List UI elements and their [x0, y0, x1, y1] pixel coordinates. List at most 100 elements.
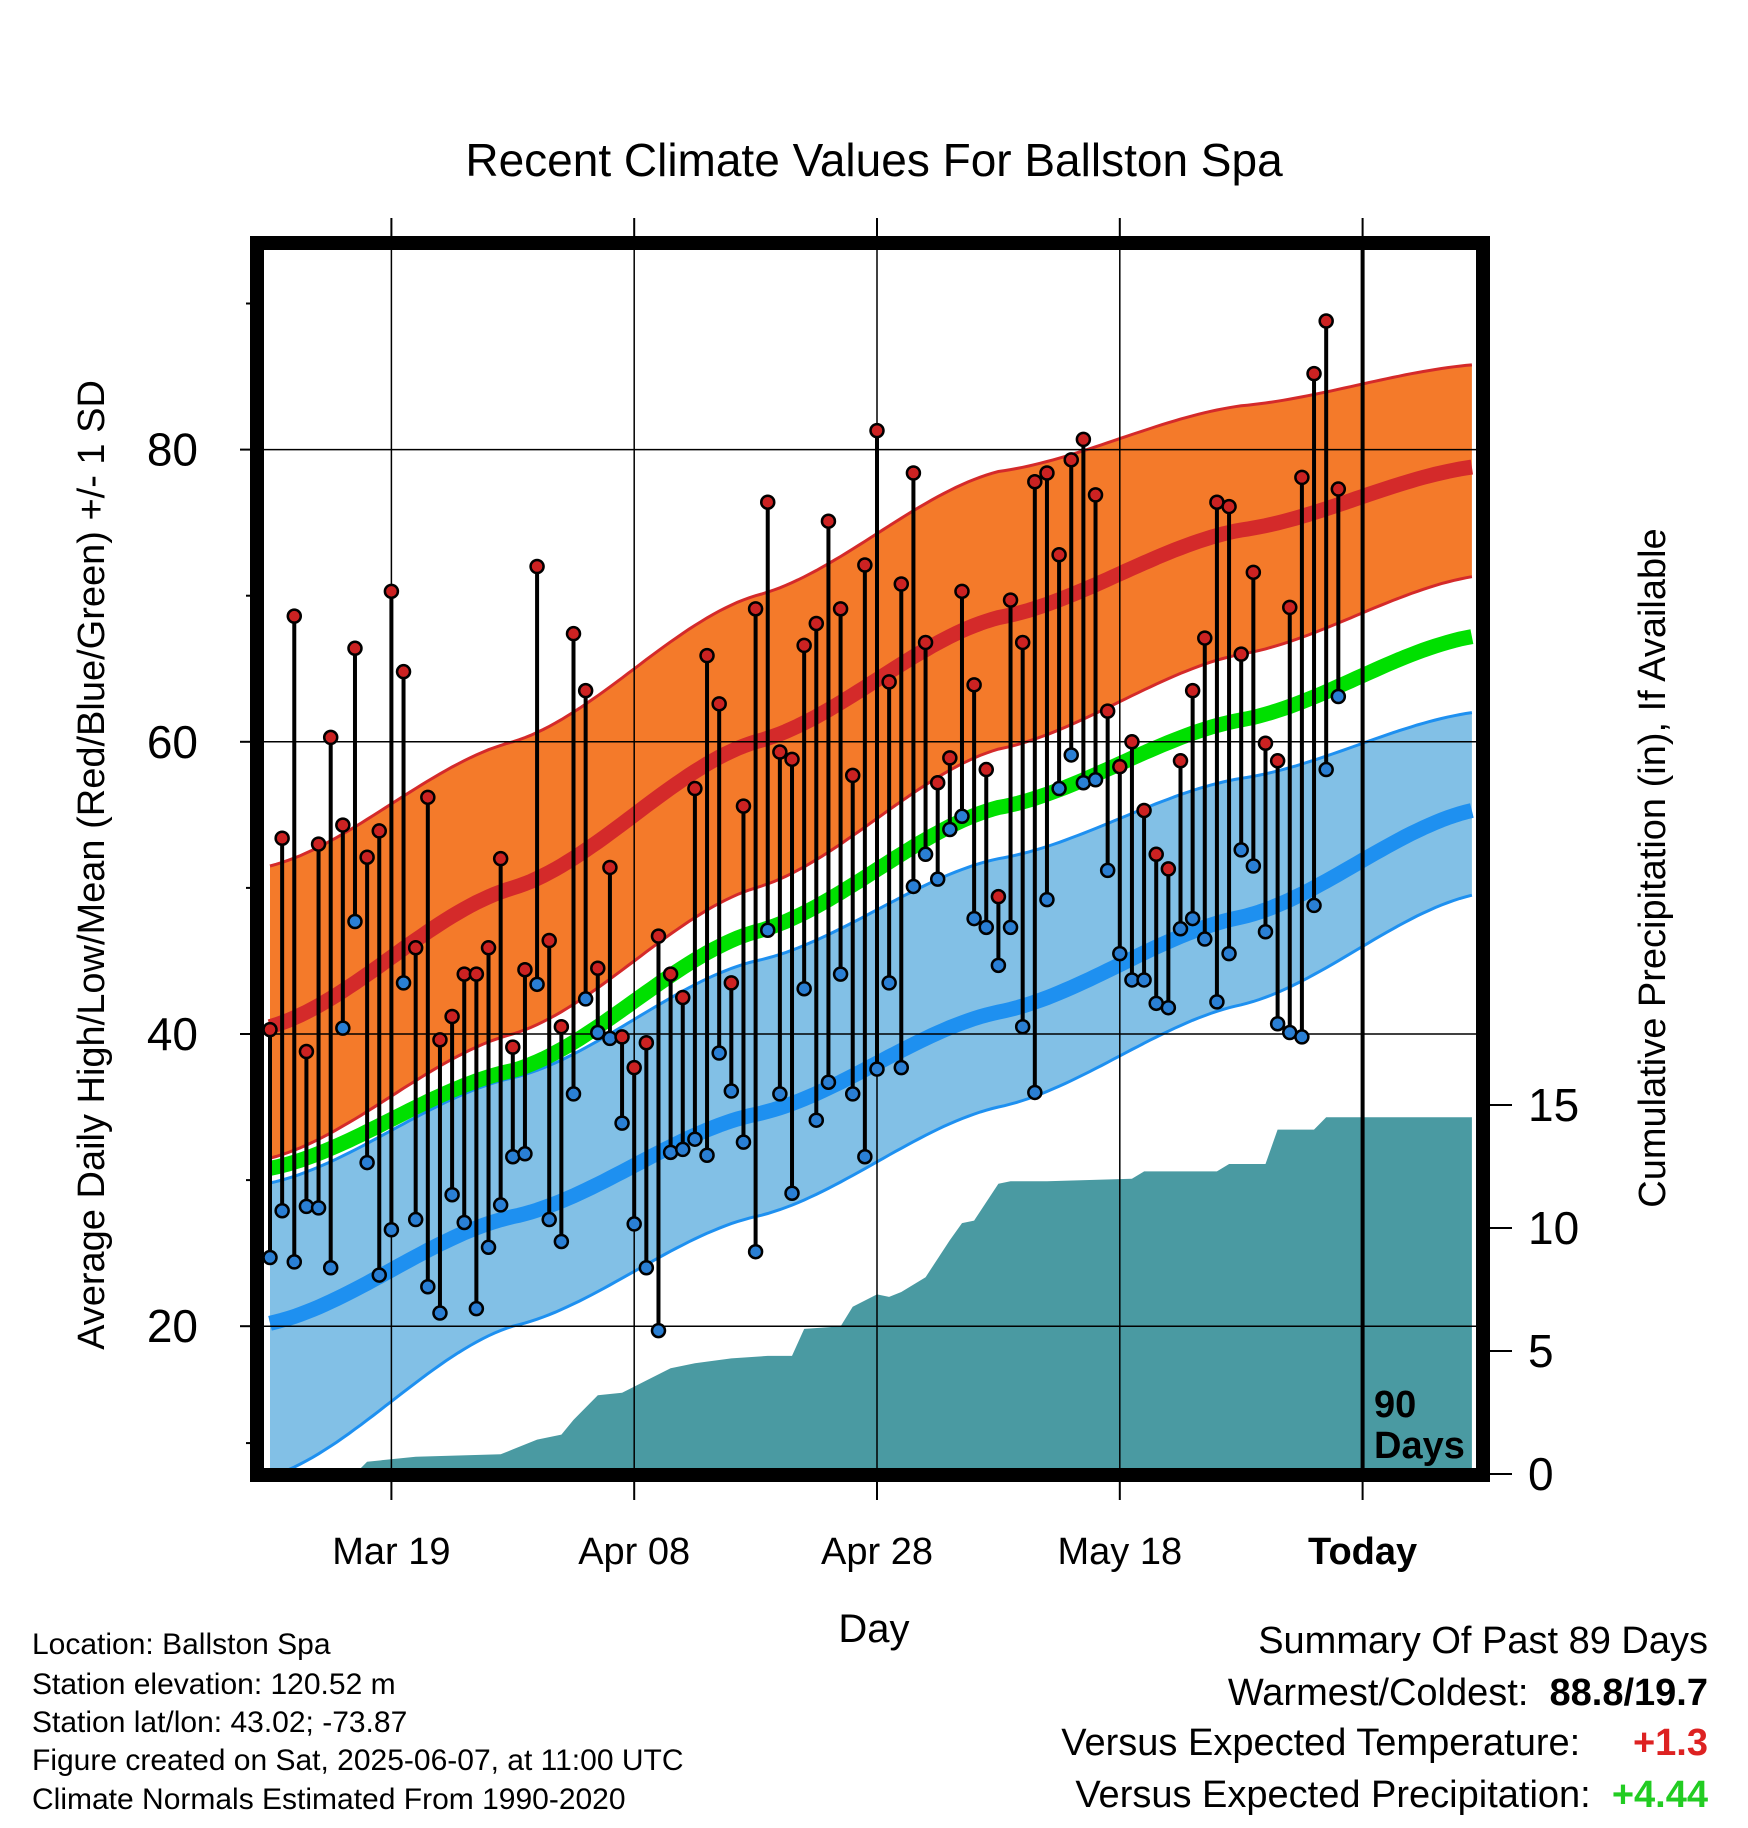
high-point: [687, 780, 703, 797]
left-axis-label: Average Daily High/Low/Mean (Red/Blue/Gr…: [71, 380, 113, 1350]
low-point: [577, 991, 594, 1007]
y-left-tick-label: 60: [147, 716, 198, 768]
low-point: [772, 1086, 788, 1102]
low-point: [274, 1203, 290, 1219]
y-left-tick-label: 20: [147, 1300, 198, 1352]
high-sd-band-lower-edge: [269, 575, 1473, 1160]
high-point: [1014, 634, 1031, 651]
x-tick-label: Apr 28: [821, 1531, 933, 1573]
low-point: [638, 1260, 655, 1276]
low-point: [626, 1216, 642, 1232]
y-right-tick-label: 5: [1528, 1325, 1554, 1377]
low-point: [650, 1322, 667, 1339]
high-point: [820, 513, 837, 529]
high-point: [1282, 599, 1298, 616]
low-point: [347, 913, 363, 930]
high-point: [517, 961, 533, 978]
high-point: [1051, 547, 1067, 563]
normal-mean-line: [268, 629, 1474, 1176]
low-point: [1014, 1018, 1031, 1035]
y-left-tick-label: 80: [147, 424, 198, 476]
low-point: [844, 1086, 861, 1102]
high-point: [893, 576, 910, 592]
low-point: [711, 1045, 727, 1061]
low-point: [857, 1148, 873, 1165]
low-point: [917, 846, 934, 863]
daily-stems: [268, 321, 1341, 1331]
low-point: [1075, 774, 1092, 791]
high-point: [869, 422, 885, 439]
high-point: [735, 798, 752, 814]
precip-cumulative-area: [270, 1117, 1472, 1474]
summary-temp-label: Versus Expected Temperature:: [1061, 1722, 1581, 1764]
high-point: [905, 465, 922, 481]
low-point: [1172, 921, 1189, 937]
high-point: [699, 647, 715, 664]
chart-title: Recent Climate Values For Ballston Spa: [465, 134, 1283, 186]
y-right-tick-label: 0: [1528, 1448, 1554, 1500]
summary-temp-value: +1.3: [1632, 1722, 1708, 1764]
low-sd-band: [270, 712, 1472, 1468]
low-point: [1099, 862, 1116, 879]
low-point: [407, 1211, 424, 1228]
high-point: [808, 615, 825, 632]
high-point: [929, 774, 946, 791]
summary-warm-cold-value: 88.8/19.7: [1549, 1672, 1708, 1714]
y-right-tick-label: 15: [1528, 1079, 1579, 1131]
high-point: [359, 849, 375, 865]
high-point: [492, 850, 509, 867]
low-point: [262, 1249, 278, 1266]
info-normals: Climate Normals Estimated From 1990-2020: [32, 1783, 626, 1816]
low-point: [881, 975, 897, 991]
low-point: [517, 1146, 533, 1162]
high-point: [1184, 682, 1201, 699]
today-label-days-count: 90: [1374, 1384, 1416, 1426]
low-point: [687, 1131, 703, 1147]
high-point: [395, 663, 412, 680]
high-point: [553, 1018, 570, 1035]
low-point: [468, 1300, 485, 1317]
low-sd-band-lower-edge: [288, 893, 1473, 1468]
high-point: [310, 836, 327, 852]
low-point: [1221, 945, 1237, 962]
high-point: [577, 682, 594, 699]
high-point: [335, 817, 351, 833]
high-point: [1099, 703, 1116, 719]
low-point: [590, 1024, 606, 1041]
high-point: [723, 975, 740, 991]
high-point: [711, 696, 727, 712]
low-point: [456, 1214, 472, 1231]
low-point: [942, 821, 958, 838]
low-point: [553, 1233, 570, 1250]
y-right-tick-label: 10: [1528, 1202, 1579, 1254]
high-point: [1233, 646, 1249, 662]
high-point: [1306, 365, 1322, 382]
low-point: [505, 1148, 521, 1165]
high-point: [1221, 498, 1237, 515]
low-point: [614, 1115, 630, 1131]
low-point: [371, 1267, 388, 1283]
low-point: [395, 975, 412, 991]
normal-high-line: [267, 459, 1473, 1034]
low-point: [444, 1186, 460, 1203]
high-point: [529, 558, 545, 575]
y-left-tick-label: 40: [147, 1008, 198, 1060]
low-point: [820, 1074, 837, 1090]
low-point: [310, 1200, 327, 1216]
high-point: [505, 1039, 521, 1055]
high-point: [602, 859, 618, 876]
low-point: [869, 1061, 885, 1077]
low-point: [335, 1020, 351, 1036]
high-point: [1112, 758, 1128, 775]
high-point: [1269, 753, 1286, 769]
low-point: [1233, 842, 1249, 858]
info-created: Figure created on Sat, 2025-06-07, at 11…: [32, 1744, 684, 1777]
low-point: [893, 1059, 910, 1076]
low-point: [662, 1144, 679, 1161]
high-point: [917, 634, 934, 651]
high-sd-band: [270, 364, 1472, 1159]
high-point: [662, 966, 679, 982]
low-point: [929, 871, 946, 887]
x-tick-label: May 18: [1057, 1531, 1182, 1573]
